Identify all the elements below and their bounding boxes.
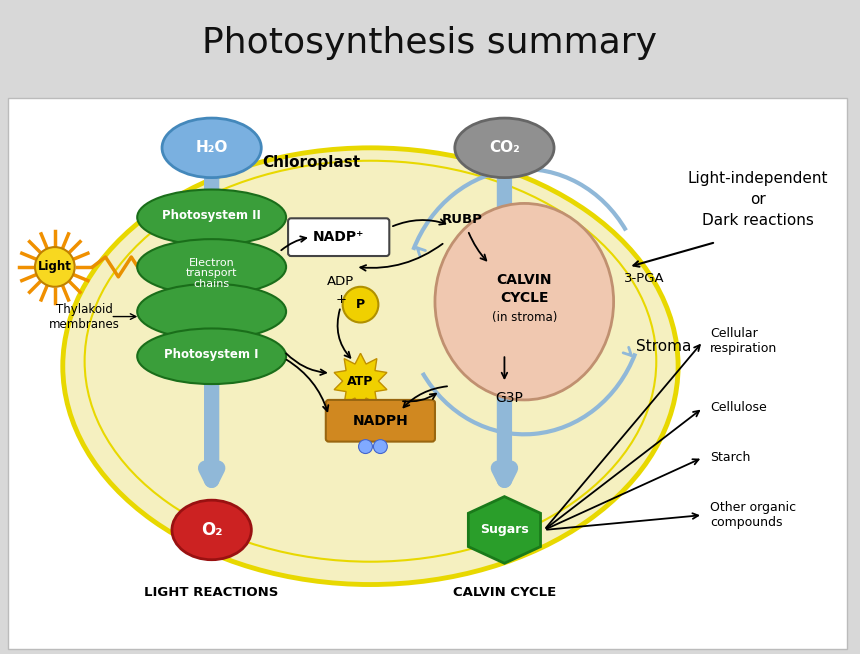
Text: NADPH: NADPH [353,414,408,428]
Text: Cellular
respiration: Cellular respiration [710,328,777,355]
Polygon shape [469,496,541,563]
Text: Light-independent
or
Dark reactions: Light-independent or Dark reactions [687,171,828,228]
Text: O₂: O₂ [201,521,223,539]
FancyBboxPatch shape [326,400,435,441]
Text: Thylakoid
membranes: Thylakoid membranes [49,303,120,330]
Ellipse shape [138,190,286,245]
Text: Cellulose: Cellulose [710,402,766,415]
Text: chains: chains [194,279,230,289]
Text: ADP: ADP [327,275,354,288]
Text: Photosystem I: Photosystem I [164,348,259,361]
Ellipse shape [138,328,286,384]
Ellipse shape [172,500,251,560]
Ellipse shape [435,203,613,400]
Text: NADP⁺: NADP⁺ [313,230,365,244]
Text: CALVIN: CALVIN [496,273,552,287]
Text: Chloroplast: Chloroplast [261,155,360,170]
Ellipse shape [162,118,261,178]
Text: Light: Light [38,260,71,273]
Text: (in stroma): (in stroma) [492,311,557,324]
FancyBboxPatch shape [9,98,847,649]
Ellipse shape [138,284,286,339]
Text: LIGHT REACTIONS: LIGHT REACTIONS [144,586,279,599]
Ellipse shape [455,118,554,178]
Text: Electron: Electron [189,258,235,268]
Text: Sugars: Sugars [480,523,529,536]
Text: Stroma: Stroma [636,339,691,354]
FancyBboxPatch shape [288,218,390,256]
Circle shape [35,247,75,287]
Text: ATP: ATP [347,375,374,388]
Text: P: P [356,298,366,311]
Text: H₂O: H₂O [195,141,228,156]
Text: transport: transport [186,268,237,278]
Circle shape [342,287,378,322]
Text: Photosynthesis summary: Photosynthesis summary [202,26,658,60]
Text: +: + [335,293,347,306]
Text: 3-PGA: 3-PGA [624,272,664,285]
Circle shape [359,439,372,453]
Text: CALVIN CYCLE: CALVIN CYCLE [453,586,556,599]
Text: CYCLE: CYCLE [500,290,549,305]
Text: Other organic
compounds: Other organic compounds [710,501,796,529]
Polygon shape [334,353,387,409]
Text: G3P: G3P [495,391,524,405]
Text: Photosystem II: Photosystem II [163,209,261,222]
Text: RUBP: RUBP [441,213,482,226]
Text: CO₂: CO₂ [489,141,519,156]
Ellipse shape [138,239,286,295]
Ellipse shape [84,161,656,562]
Ellipse shape [63,148,679,585]
Text: Starch: Starch [710,451,750,464]
Circle shape [373,439,387,453]
